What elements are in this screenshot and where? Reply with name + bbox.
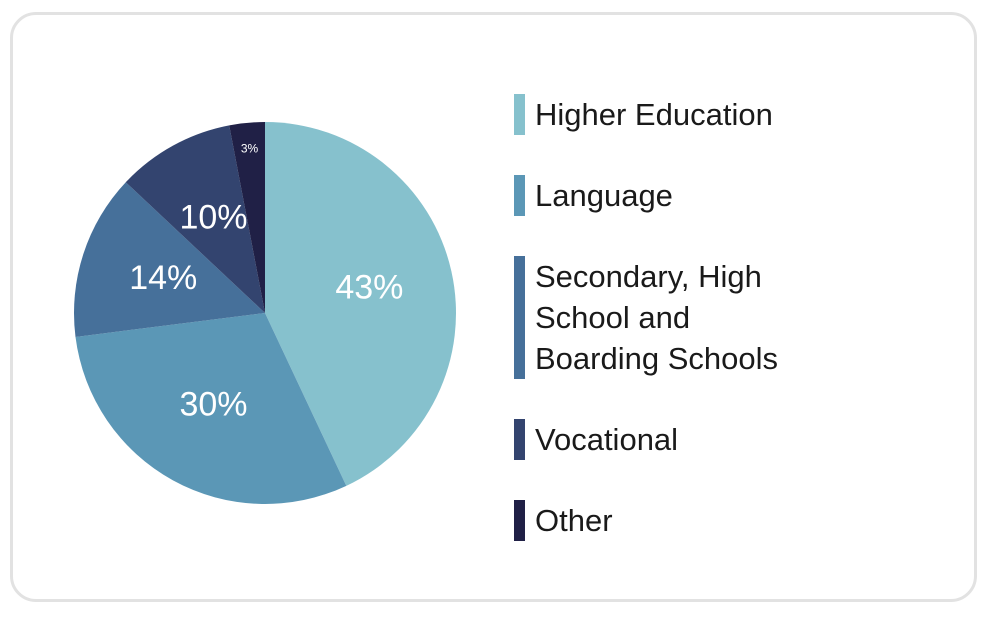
value-label: 3% xyxy=(241,142,259,156)
legend-item: Other xyxy=(514,500,820,541)
legend-label: Vocational xyxy=(535,422,679,457)
legend-swatch xyxy=(514,500,525,541)
legend-item: Higher Education xyxy=(514,94,820,135)
value-label: 14% xyxy=(129,259,197,297)
legend-swatch xyxy=(514,419,525,460)
legend: Higher Education Language Secondary, High … xyxy=(514,94,820,541)
legend-item: Vocational xyxy=(514,419,820,460)
card xyxy=(10,12,977,602)
legend-label: Other xyxy=(535,503,613,538)
legend-swatch xyxy=(514,94,525,135)
legend-item: Secondary, High School and Boarding Scho… xyxy=(514,256,820,379)
legend-label: Secondary, High School and Boarding Scho… xyxy=(535,259,778,376)
value-label: 10% xyxy=(179,198,247,236)
value-label: 43% xyxy=(335,269,403,307)
pie-slice xyxy=(125,125,265,313)
chart: 43% 30% 14% 10% 3% xyxy=(73,122,456,504)
legend-item: Language xyxy=(514,175,820,216)
legend-label: Language xyxy=(535,178,673,213)
value-label: 30% xyxy=(179,386,247,424)
legend-swatch xyxy=(514,256,525,379)
pie-slice xyxy=(265,122,456,486)
pie-slice xyxy=(73,182,265,337)
pie-slice xyxy=(75,313,347,504)
pie-slice xyxy=(229,122,265,313)
legend-swatch xyxy=(514,175,525,216)
legend-label: Higher Education xyxy=(535,97,773,132)
